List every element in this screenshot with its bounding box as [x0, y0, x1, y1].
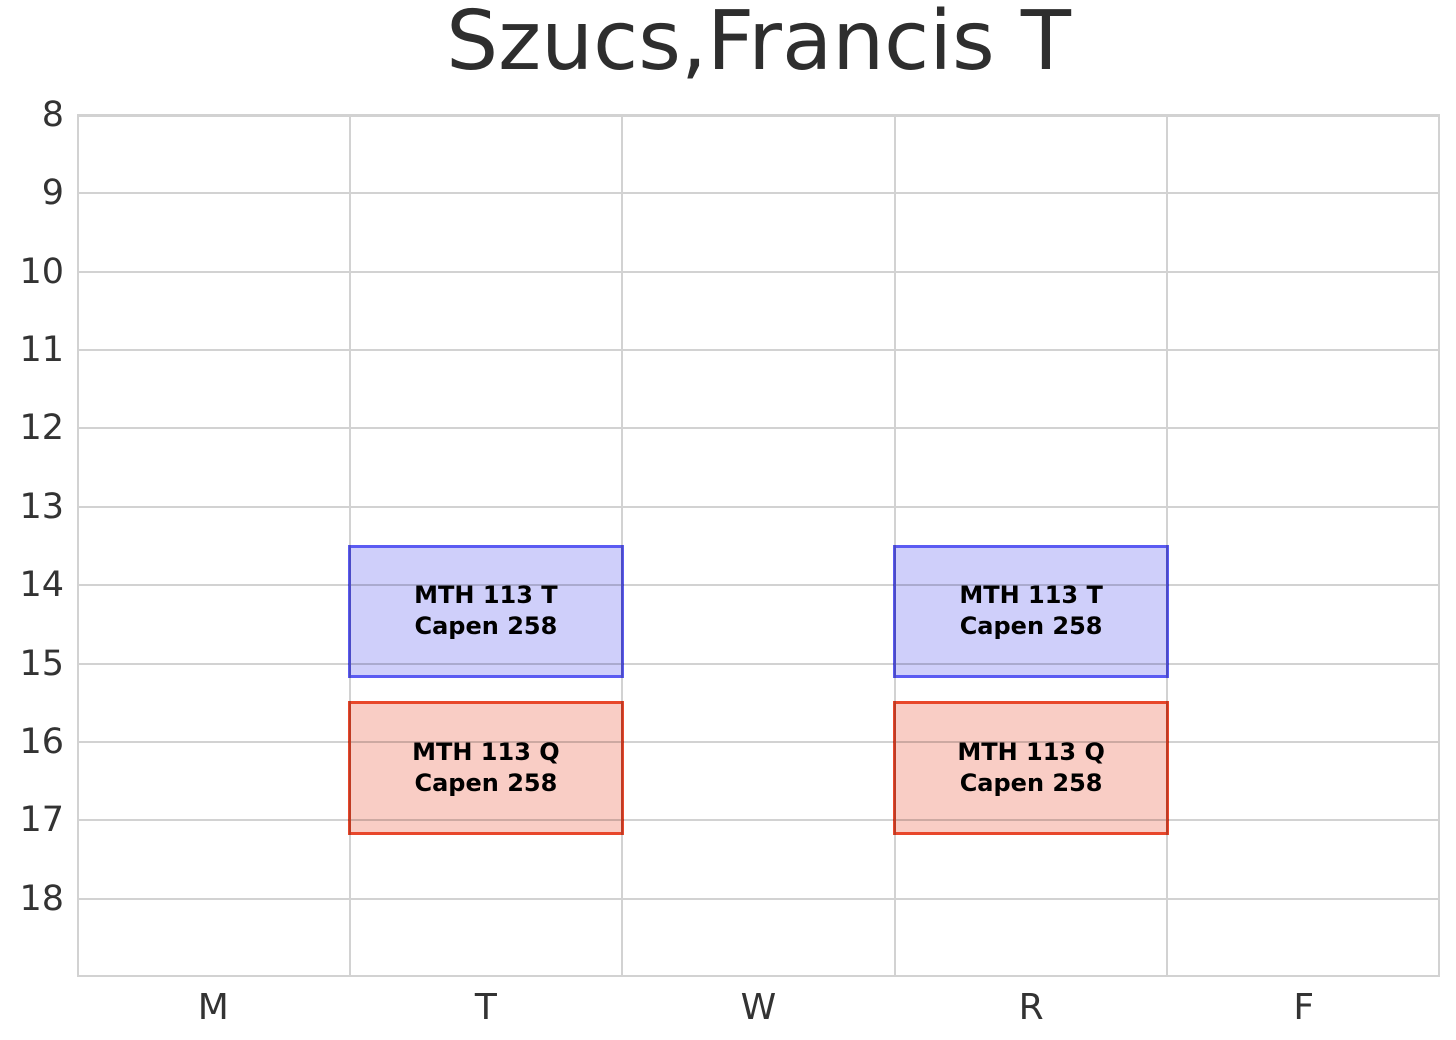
gridline-horizontal — [77, 349, 1440, 352]
gridline-horizontal — [77, 662, 1440, 665]
x-tick-label: T — [474, 987, 497, 1028]
x-tick-label: M — [197, 987, 229, 1028]
gridline-horizontal — [77, 584, 1440, 587]
y-tick-label: 10 — [19, 251, 64, 292]
y-tick-label: 9 — [41, 173, 64, 214]
y-tick-label: 12 — [19, 408, 64, 449]
y-tick-label: 17 — [19, 800, 64, 841]
event-course-label: MTH 113 Q — [412, 738, 560, 767]
chart-title: Szucs,Francis T — [446, 0, 1071, 89]
y-tick-label: 16 — [19, 721, 64, 762]
gridline-horizontal — [77, 270, 1440, 273]
event-block: MTH 113 T Capen 258 — [348, 544, 624, 679]
event-block: MTH 113 Q Capen 258 — [893, 701, 1169, 836]
y-tick-label: 14 — [19, 565, 64, 606]
event-block: MTH 113 T Capen 258 — [893, 544, 1169, 679]
event-block: MTH 113 Q Capen 258 — [348, 701, 624, 836]
y-tick-label: 13 — [19, 486, 64, 527]
x-tick-label: W — [740, 987, 777, 1028]
gridline-horizontal — [77, 192, 1440, 195]
y-tick-label: 11 — [19, 330, 64, 371]
event-room-label: Capen 258 — [414, 612, 558, 641]
gridline-horizontal — [77, 740, 1440, 743]
gridline-horizontal — [77, 897, 1440, 900]
event-course-label: MTH 113 T — [414, 581, 558, 610]
event-room-label: Capen 258 — [959, 769, 1103, 798]
y-tick-label: 18 — [19, 878, 64, 919]
y-tick-label: 15 — [19, 643, 64, 684]
plot-border — [77, 115, 1440, 977]
gridline-horizontal — [77, 427, 1440, 430]
gridline-horizontal — [77, 505, 1440, 508]
event-course-label: MTH 113 T — [959, 581, 1103, 610]
x-tick-label: R — [1018, 987, 1044, 1028]
event-room-label: Capen 258 — [959, 612, 1103, 641]
x-tick-label: F — [1293, 987, 1315, 1028]
y-tick-label: 8 — [41, 95, 64, 135]
gridline-horizontal — [77, 819, 1440, 822]
event-course-label: MTH 113 Q — [957, 738, 1105, 767]
event-room-label: Capen 258 — [414, 769, 558, 798]
